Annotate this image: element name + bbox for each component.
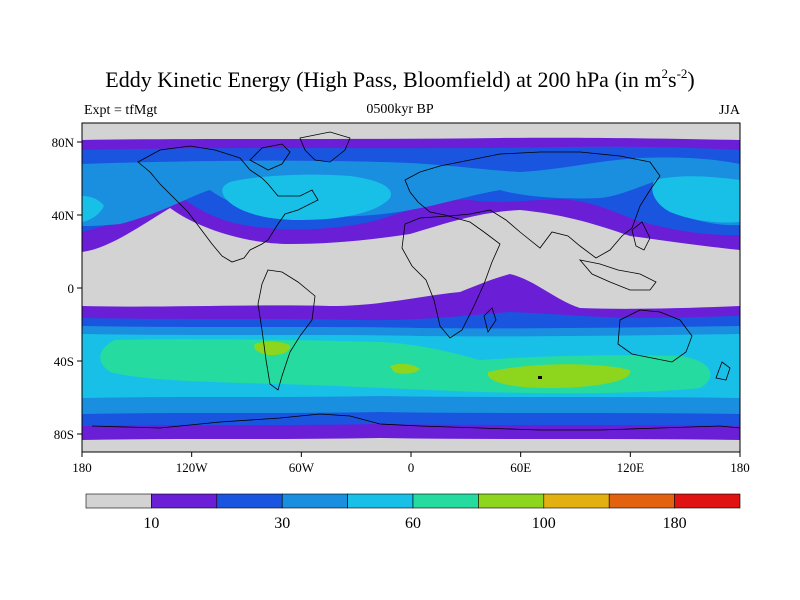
colorbar-label: 180: [663, 515, 687, 532]
lat-tick-label: 80S: [54, 427, 74, 442]
season-label: JJA: [718, 103, 740, 118]
colorbar-swatch: [216, 493, 283, 509]
experiment-label: Expt = tfMgt: [84, 103, 158, 118]
colorbar-label: 60: [405, 515, 421, 532]
colorbar: 10 30 60 100 180: [85, 493, 741, 532]
colorbar-swatch: [478, 493, 545, 509]
eke-contour-field: [82, 123, 740, 452]
colorbar-swatch: [151, 493, 218, 509]
colorbar-swatch: [412, 493, 479, 509]
colorbar-swatch: [608, 493, 675, 509]
plot-subtitle: 0500kyr BP: [366, 102, 434, 117]
lon-tick-label: 120E: [617, 460, 645, 475]
colorbar-label: 10: [143, 515, 159, 532]
colorbar-swatch: [347, 493, 414, 509]
lon-tick-label: 180: [730, 460, 750, 475]
colorbar-label: 30: [274, 515, 290, 532]
lon-tick-label: 180: [72, 460, 92, 475]
lat-tick-label: 40S: [54, 354, 74, 369]
lon-tick-label: 60E: [510, 460, 531, 475]
latitude-axis: 80N 40N 0 40S 80S: [52, 135, 82, 442]
lon-tick-label: 0: [408, 460, 415, 475]
colorbar-swatch: [674, 493, 741, 509]
lat-tick-label: 80N: [52, 135, 75, 150]
colorbar-label: 100: [532, 515, 556, 532]
lon-tick-label: 60W: [289, 460, 315, 475]
colorbar-swatch: [85, 493, 152, 509]
longitude-axis: 180 120W 60W 0 60E 120E 180: [72, 452, 750, 475]
coastlines: [91, 131, 740, 431]
colorbar-swatch: [543, 493, 610, 509]
plot-title: Eddy Kinetic Energy (High Pass, Bloomfie…: [105, 66, 695, 92]
lat-tick-label: 0: [68, 281, 75, 296]
lat-tick-label: 40N: [52, 208, 75, 223]
lon-tick-label: 120W: [176, 460, 209, 475]
colorbar-swatch: [281, 493, 348, 509]
